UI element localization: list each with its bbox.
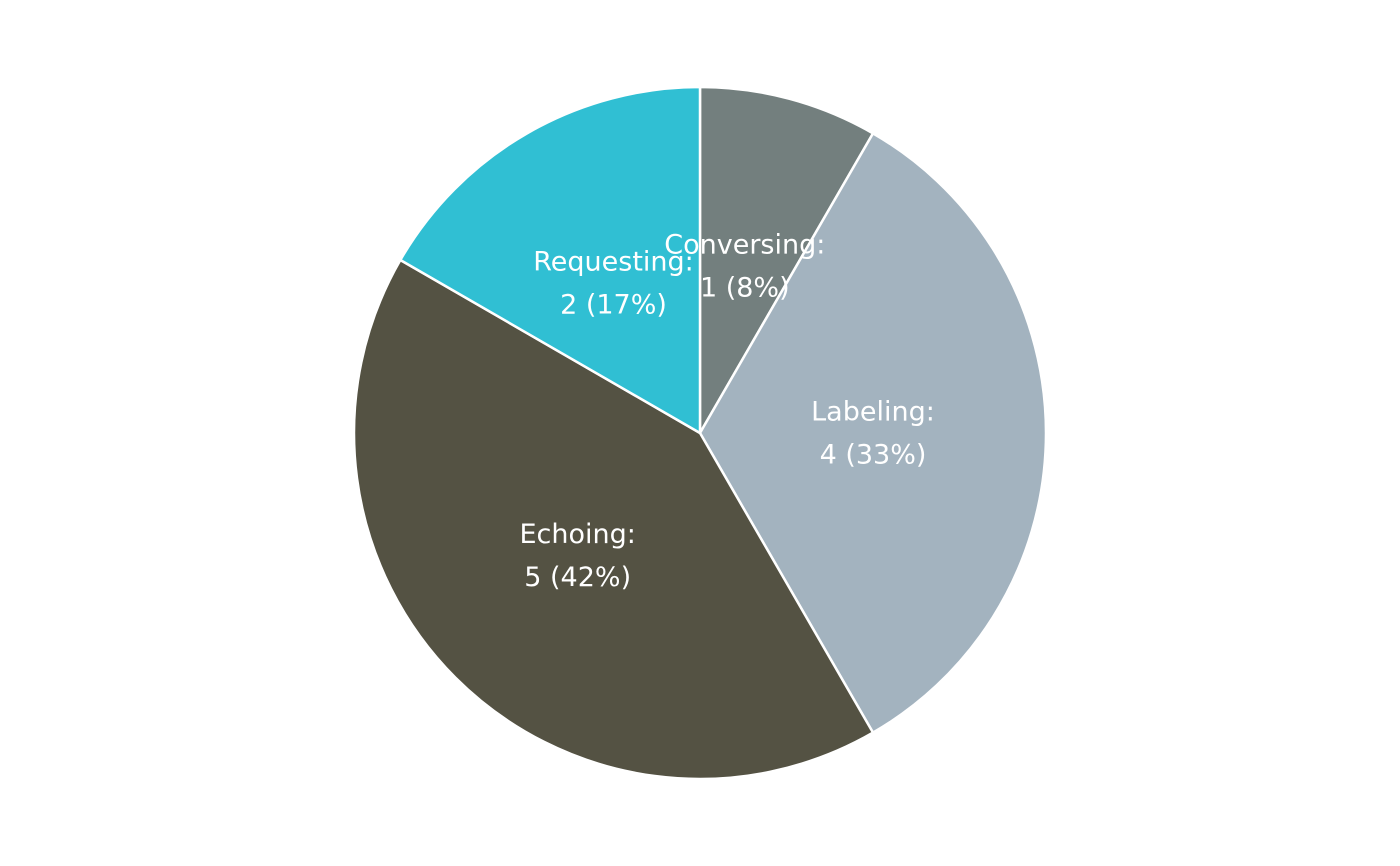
- pie-slice-requesting: [399, 85, 702, 435]
- slice-label-echoing: Echoing: 5 (42%): [520, 519, 636, 593]
- labels-layer: Conversing: 1 (8%) Labeling: 4 (33%) Echoing…: [520, 229, 935, 592]
- slice-label-labeling: Labeling: 4 (33%): [811, 397, 935, 471]
- slice-label-value: 2 (17%): [560, 290, 667, 321]
- slice-label-name: Conversing:: [664, 229, 825, 260]
- slice-label-requesting: Requesting: 2 (17%): [533, 247, 694, 321]
- pie-slice-labeling: [698, 132, 1048, 734]
- slices-layer: [352, 85, 1048, 781]
- pie-slice-conversing: [698, 85, 875, 435]
- slice-label-value: 4 (33%): [820, 440, 927, 471]
- slice-label-conversing: Conversing: 1 (8%): [664, 229, 825, 303]
- slice-label-value: 1 (8%): [700, 272, 790, 303]
- slice-label-name: Echoing:: [520, 519, 636, 550]
- slice-label-name: Labeling:: [811, 397, 935, 428]
- pie-slice-echoing: [352, 258, 875, 781]
- slice-label-value: 5 (42%): [524, 562, 631, 593]
- slice-label-name: Requesting:: [533, 247, 694, 278]
